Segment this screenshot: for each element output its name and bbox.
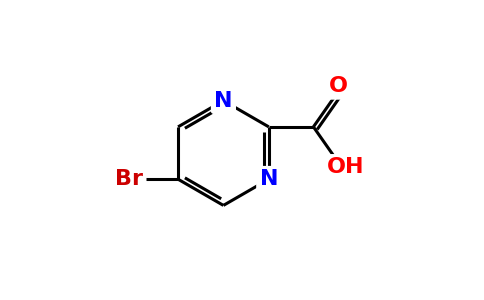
- Text: Br: Br: [115, 169, 143, 189]
- Text: OH: OH: [327, 158, 364, 177]
- Text: N: N: [259, 169, 278, 189]
- Text: N: N: [214, 91, 233, 111]
- Text: O: O: [329, 76, 348, 96]
